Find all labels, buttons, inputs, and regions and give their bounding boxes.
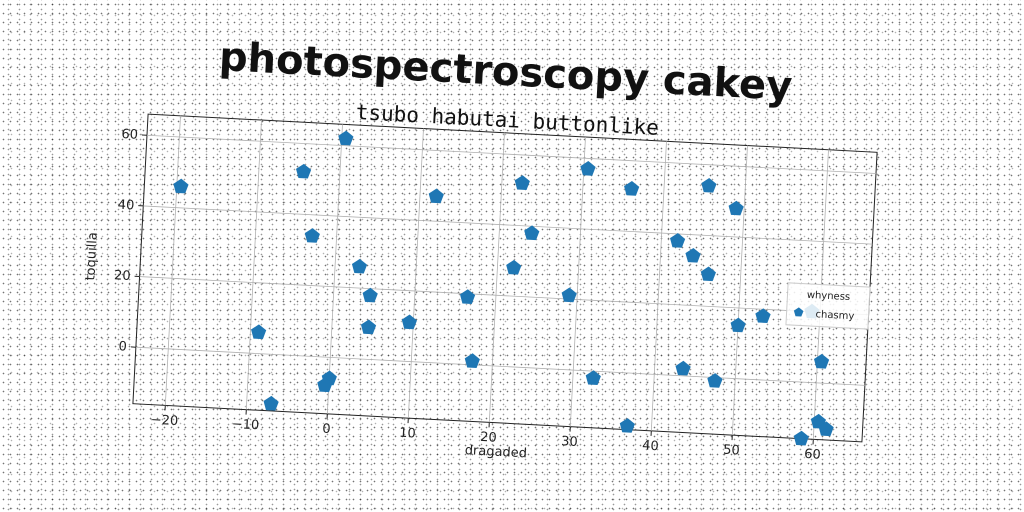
scatter-point xyxy=(561,287,577,303)
scatter-point xyxy=(624,181,640,196)
scatter-point xyxy=(401,314,417,330)
x-grid-line xyxy=(245,120,262,410)
scatter-point xyxy=(701,177,717,193)
y-axis-label: toquilla xyxy=(83,232,101,281)
x-tick-label: −20 xyxy=(150,413,178,429)
scatter-point xyxy=(580,161,596,176)
scatter-point xyxy=(362,287,378,303)
y-tick-label: 0 xyxy=(118,339,127,354)
x-tick-label: 40 xyxy=(642,438,659,454)
scatter-point xyxy=(813,353,830,369)
y-tick-label: 40 xyxy=(117,198,134,214)
scatter-points xyxy=(173,130,834,446)
x-grid-line xyxy=(326,124,343,414)
y-grid-line xyxy=(135,346,865,386)
scatter-point xyxy=(428,188,444,204)
x-tick-label: 20 xyxy=(480,430,497,446)
x-grid-line xyxy=(164,115,181,406)
scatter-point xyxy=(506,259,522,275)
x-grid-line xyxy=(731,145,748,436)
x-grid-line xyxy=(488,132,505,423)
scatter-point xyxy=(730,317,746,333)
scatter-point xyxy=(317,377,333,393)
y-tick-label: 60 xyxy=(121,127,138,143)
scatter-point xyxy=(459,289,476,304)
x-grid-line xyxy=(650,141,667,431)
scatter-point xyxy=(524,225,540,241)
y-tick-label: 20 xyxy=(114,268,131,284)
x-tick-label: −10 xyxy=(231,417,259,433)
x-tick-label: 0 xyxy=(322,422,331,437)
scatter-point xyxy=(360,319,377,335)
scatter-point xyxy=(338,130,354,146)
y-grid-line xyxy=(139,276,869,316)
scatter-point xyxy=(514,175,530,191)
x-grid-line xyxy=(569,136,586,427)
scatter-point xyxy=(793,430,809,446)
plot-frame xyxy=(132,113,878,443)
scatter-point xyxy=(173,178,189,194)
scatter-point xyxy=(675,360,691,376)
scatter-point xyxy=(707,373,723,388)
plot-area: −20 −10 0 10 20 30 40 50 60 0 20 40 60 dragaded toqu… xyxy=(83,113,878,463)
scatter-point xyxy=(818,421,834,437)
legend: whyness chasmy xyxy=(785,282,871,330)
scatter-point xyxy=(304,228,320,243)
legend-marker xyxy=(793,307,804,317)
scatter-point xyxy=(351,258,368,274)
y-grid-line xyxy=(143,205,873,245)
legend-label-chasmy: chasmy xyxy=(815,309,854,322)
scatter-point xyxy=(585,370,601,385)
scatter-point xyxy=(728,200,744,216)
x-tick-label: 60 xyxy=(804,447,821,463)
legend-box xyxy=(785,282,871,330)
x-tick-label: 10 xyxy=(399,426,416,442)
y-grid-line xyxy=(146,134,876,174)
scatter-point xyxy=(263,395,279,411)
x-tick-label: 30 xyxy=(561,434,578,450)
axis-ticks: −20 −10 0 10 20 30 40 50 60 0 20 40 60 xyxy=(114,127,822,463)
scatter-point xyxy=(251,324,267,340)
scatter-point xyxy=(700,266,716,282)
legend-title: whyness xyxy=(807,290,851,303)
scatter-point xyxy=(296,163,312,179)
scatter-point xyxy=(685,248,701,263)
scatter-point xyxy=(464,353,480,369)
scatter-point xyxy=(619,418,635,433)
chart-title: photospectroscopy cakey xyxy=(218,34,793,110)
scatter-point xyxy=(670,232,686,248)
x-axis-label: dragaded xyxy=(464,443,527,461)
grid xyxy=(135,115,876,440)
x-grid-line xyxy=(407,128,424,419)
chart-subtitle: tsubo habutai buttonlike xyxy=(355,100,659,140)
scatter-point xyxy=(755,308,771,323)
x-tick-label: 50 xyxy=(723,443,740,459)
